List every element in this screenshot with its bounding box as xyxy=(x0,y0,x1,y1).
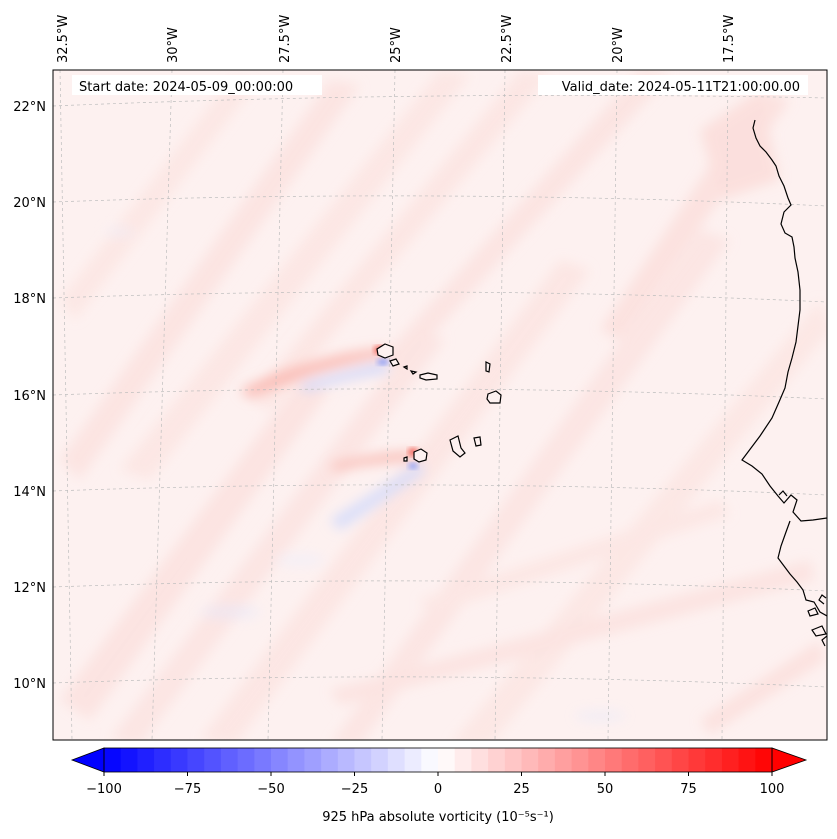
colorbar-cell xyxy=(154,748,172,772)
cape-verde-islands xyxy=(376,343,502,463)
colorbar-cell xyxy=(571,748,589,772)
colorbar-cell xyxy=(488,748,506,772)
colorbar-cell xyxy=(605,748,623,772)
header-labels: Start date: 2024-05-09_00:00:00 Valid_da… xyxy=(72,75,808,95)
map-field: Start date: 2024-05-09_00:00:00 Valid_da… xyxy=(53,70,827,740)
lon-label-20w: 20°W xyxy=(611,27,626,63)
lat-label-16n: 16°N xyxy=(13,389,46,404)
colorbar-cell xyxy=(438,748,456,772)
map-frame xyxy=(52,69,828,741)
negative-vorticity-patches xyxy=(105,228,625,720)
colorbar-tick-label: 75 xyxy=(680,782,697,797)
lon-label-30w: 30°W xyxy=(166,27,181,63)
colorbar-cell xyxy=(671,748,689,772)
colorbar-cell xyxy=(120,748,138,772)
colorbar-cell xyxy=(454,748,472,772)
island-sao-vicente xyxy=(389,358,400,367)
colorbar-cell xyxy=(387,748,405,772)
island-santiago xyxy=(449,435,466,458)
colorbar-tick-label: −100 xyxy=(86,782,122,797)
colorbar-cell xyxy=(321,748,339,772)
lat-label-20n: 20°N xyxy=(13,196,46,211)
colorbar-cell xyxy=(755,748,773,772)
colorbar-cell xyxy=(170,748,188,772)
colorbar-tick-label: 50 xyxy=(597,782,614,797)
colorbar-cell xyxy=(287,748,305,772)
vorticity-bands xyxy=(60,70,827,740)
colorbar-cell xyxy=(705,748,723,772)
colorbar-cell xyxy=(271,748,289,772)
colorbar-cell xyxy=(304,748,322,772)
lat-label-10n: 10°N xyxy=(13,677,46,692)
island-fogo xyxy=(413,448,428,463)
colorbar-tick-label: −25 xyxy=(341,782,368,797)
colorbar-cell xyxy=(337,748,355,772)
west-africa-coastline xyxy=(741,119,827,647)
island-sal xyxy=(485,361,491,373)
island-santo-antao xyxy=(376,343,394,359)
colorbar-cell xyxy=(237,748,255,772)
colorbar-cell xyxy=(521,748,539,772)
colorbar-cell xyxy=(554,748,572,772)
colorbar-cell xyxy=(187,748,205,772)
longitude-labels: 32.5°W 30°W 27.5°W 25°W 22.5°W 20°W 17.5… xyxy=(56,15,737,63)
start-date-label: Start date: 2024-05-09_00:00:00 xyxy=(79,80,293,95)
colorbar-cell xyxy=(688,748,706,772)
colorbar-cell xyxy=(721,748,739,772)
island-santa-luzia xyxy=(402,365,408,371)
colorbar-extend-min-arrow xyxy=(70,747,105,773)
colorbar-cell xyxy=(421,748,439,772)
colorbar-cell xyxy=(588,748,606,772)
island-islet xyxy=(409,370,418,375)
colorbar-ticks: −100 −75 −50 −25 0 25 50 75 100 xyxy=(86,772,784,797)
colorbar-cells xyxy=(104,748,773,772)
island-wakes xyxy=(240,346,425,530)
colorbar-tick-label: −50 xyxy=(257,782,284,797)
colorbar-cell xyxy=(371,748,389,772)
lat-label-22n: 22°N xyxy=(13,100,46,115)
colorbar-tick-label: 0 xyxy=(434,782,442,797)
lat-label-18n: 18°N xyxy=(13,292,46,307)
island-sao-nicolau xyxy=(419,372,438,381)
colorbar-cell xyxy=(738,748,756,772)
lon-label-32-5w: 32.5°W xyxy=(56,15,71,63)
colorbar-label: 925 hPa absolute vorticity (10⁻⁵s⁻¹) xyxy=(322,810,554,825)
island-boa-vista xyxy=(486,390,502,404)
lat-label-14n: 14°N xyxy=(13,485,46,500)
colorbar-cell xyxy=(137,748,155,772)
lon-label-25w: 25°W xyxy=(389,27,404,63)
colorbar: −100 −75 −50 −25 0 25 50 75 100 925 hPa … xyxy=(70,747,808,825)
lon-label-27-5w: 27.5°W xyxy=(278,15,293,63)
colorbar-tick-label: −75 xyxy=(174,782,201,797)
colorbar-cell xyxy=(220,748,238,772)
colorbar-cell xyxy=(204,748,222,772)
lat-label-12n: 12°N xyxy=(13,581,46,596)
gridlines xyxy=(53,70,827,740)
latitude-labels: 22°N 20°N 18°N 16°N 14°N 12°N 10°N xyxy=(13,100,46,692)
colorbar-cell xyxy=(254,748,272,772)
colorbar-cell xyxy=(538,748,556,772)
colorbar-cell xyxy=(655,748,673,772)
island-brava xyxy=(403,456,408,462)
island-maio xyxy=(473,436,482,447)
colorbar-cell xyxy=(354,748,372,772)
colorbar-extend-max-arrow xyxy=(771,747,808,773)
valid-date-label: Valid_date: 2024-05-11T21:00:00.00 xyxy=(562,80,800,95)
lon-label-22-5w: 22.5°W xyxy=(500,15,515,63)
colorbar-cell xyxy=(621,748,639,772)
colorbar-cell xyxy=(104,748,122,772)
colorbar-cell xyxy=(638,748,656,772)
colorbar-cell xyxy=(471,748,489,772)
lon-label-17-5w: 17.5°W xyxy=(722,15,737,63)
colorbar-tick-label: 25 xyxy=(513,782,530,797)
colorbar-cell xyxy=(404,748,422,772)
colorbar-cell xyxy=(504,748,522,772)
colorbar-tick-label: 100 xyxy=(760,782,785,797)
